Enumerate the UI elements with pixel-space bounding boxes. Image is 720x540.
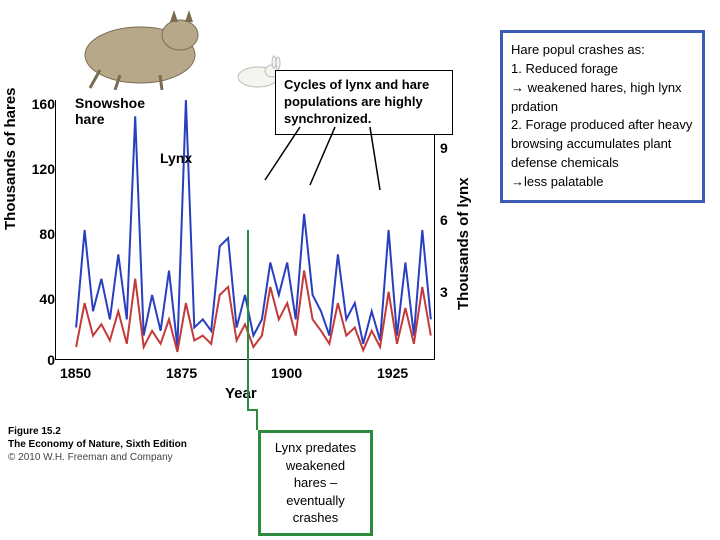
hare-crash-annotation: Hare popul crashes as: 1. Reduced forage… [500, 30, 705, 203]
xtick: 1850 [60, 365, 91, 381]
ytick-right: 9 [440, 140, 448, 156]
y-axis-left-label: Thousands of hares [2, 87, 19, 230]
sync-callout: Cycles of lynx and hare populations are … [275, 70, 453, 135]
hare-series [76, 100, 431, 347]
ytick-left: 120 [20, 161, 55, 177]
ytick-left: 0 [20, 352, 55, 368]
lynx-crash-annotation: Lynx predates weakened hares – eventuall… [258, 430, 373, 536]
xtick: 1900 [271, 365, 302, 381]
y-axis-right-label: Thousands of lynx [455, 177, 472, 310]
hare-series-label: Snowshoe hare [75, 95, 155, 127]
anno-line: Hare popul crashes as: [511, 42, 645, 57]
population-chart [55, 100, 435, 360]
xtick: 1925 [377, 365, 408, 381]
caption-copyright: © 2010 W.H. Freeman and Company [8, 452, 173, 463]
lynx-series-label: Lynx [160, 150, 192, 166]
anno-line: →less palatable [511, 174, 604, 189]
xtick: 1875 [166, 365, 197, 381]
anno-line: 2. Forage produced after heavy browsing … [511, 117, 692, 170]
ytick-right: 3 [440, 284, 448, 300]
ytick-right: 6 [440, 212, 448, 228]
caption-fig: Figure 15.2 [8, 426, 61, 437]
ytick-left: 160 [20, 96, 55, 112]
caption-book: The Economy of Nature, Sixth Edition [8, 439, 187, 450]
ytick-left: 80 [20, 226, 55, 242]
figure-caption: Figure 15.2 The Economy of Nature, Sixth… [8, 425, 187, 464]
anno-line: 1. Reduced forage [511, 61, 618, 76]
anno-line: → weakened hares, high lynx prdation [511, 80, 682, 114]
x-axis-label: Year [225, 385, 257, 402]
lynx-illustration [70, 0, 210, 90]
ytick-left: 40 [20, 291, 55, 307]
